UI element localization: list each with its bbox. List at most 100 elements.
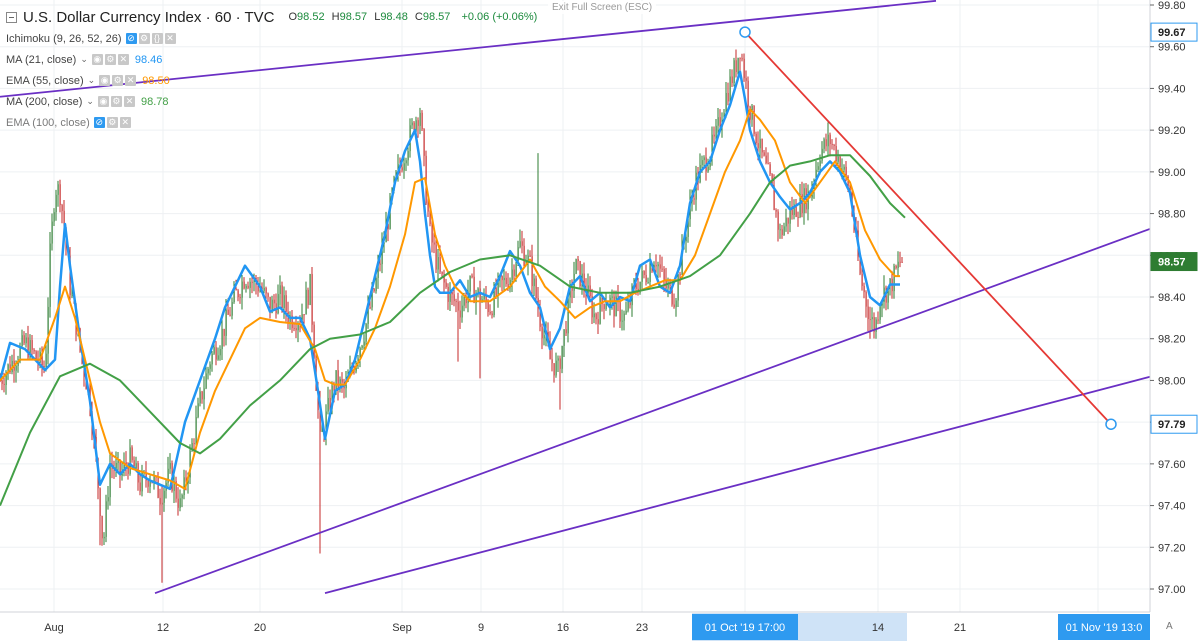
candle-body: [223, 328, 225, 336]
candle-body: [281, 285, 283, 308]
candle-body: [757, 143, 759, 149]
candle-body: [623, 313, 625, 321]
indicator-ema55[interactable]: EMA (55, close) ⌄ ◉ ⚙ ✕ 98.50: [6, 70, 541, 91]
remove-icon[interactable]: ✕: [123, 96, 135, 107]
candle-body: [611, 296, 613, 298]
candle-body: [759, 138, 761, 149]
candle-body: [173, 481, 175, 491]
candle-body: [269, 296, 271, 313]
candle-body: [305, 289, 307, 315]
candle-body: [847, 176, 849, 189]
candle-body: [549, 343, 551, 360]
crosshair-date-label: 01 Oct '19 17:00: [705, 622, 785, 634]
candle-body: [817, 166, 819, 170]
candle-body: [217, 355, 219, 360]
candle-body: [839, 156, 841, 171]
candle-body: [395, 171, 397, 178]
candle-body: [227, 309, 229, 315]
price-label: 98.57: [1158, 257, 1186, 269]
hide-icon[interactable]: ⊘: [125, 33, 137, 44]
candle-body: [765, 155, 767, 164]
candle-body: [887, 286, 889, 303]
candle-body: [597, 319, 599, 324]
settings-icon[interactable]: ⚙: [106, 117, 118, 128]
candle-body: [235, 288, 237, 291]
candle-body: [797, 216, 799, 218]
settings-icon[interactable]: ⚙: [104, 54, 116, 65]
candle-body: [405, 160, 407, 164]
price-label: 99.67: [1158, 27, 1186, 39]
candle-body: [193, 443, 195, 445]
indicator-lines: [0, 70, 906, 506]
candle-body: [199, 391, 201, 404]
candle-body: [231, 302, 233, 316]
candle-body: [791, 208, 793, 216]
candle-body: [317, 390, 319, 411]
candle-body: [27, 337, 29, 358]
candle-body: [239, 297, 241, 299]
candle-body: [5, 373, 7, 385]
candle-body: [447, 286, 449, 302]
settings-icon[interactable]: ⚙: [112, 75, 124, 86]
candle-body: [149, 480, 151, 487]
candle-body: [901, 261, 903, 263]
collapse-legend-button[interactable]: [6, 11, 17, 23]
candle-body: [777, 211, 779, 230]
candle-body: [157, 476, 159, 498]
candle-body: [627, 301, 629, 311]
candle-body: [277, 294, 279, 314]
candle-body: [761, 138, 763, 153]
source-code-icon[interactable]: {}: [151, 33, 163, 44]
hide-icon[interactable]: ◉: [97, 96, 109, 107]
candle-body: [675, 300, 677, 308]
chevron-down-icon[interactable]: ⌄: [86, 96, 94, 106]
symbol-title[interactable]: U.S. Dollar Currency Index · 60 · TVC: [23, 8, 275, 26]
candle-body: [247, 285, 249, 288]
candle-body: [875, 319, 877, 332]
indicator-ma21[interactable]: MA (21, close) ⌄ ◉ ⚙ ✕ 98.46: [6, 49, 541, 70]
candle-body: [579, 261, 581, 287]
candle-body: [49, 243, 51, 307]
axis-settings-icon[interactable]: A: [1166, 621, 1173, 632]
high-value: 98.57: [339, 11, 368, 23]
candle-body: [493, 287, 495, 316]
candle-body: [7, 364, 9, 374]
indicator-value: 98.50: [142, 74, 170, 87]
indicator-ma200[interactable]: MA (200, close) ⌄ ◉ ⚙ ✕ 98.78: [6, 91, 541, 112]
hide-icon[interactable]: ◉: [91, 54, 103, 65]
candle-body: [727, 92, 729, 102]
candle-body: [701, 160, 703, 165]
settings-icon[interactable]: ⚙: [138, 33, 150, 44]
exit-fullscreen-hint[interactable]: Exit Full Screen (ESC): [548, 1, 657, 14]
candle-body: [789, 208, 791, 224]
hide-icon[interactable]: ◉: [99, 75, 111, 86]
candle-body: [541, 326, 543, 339]
settings-icon[interactable]: ⚙: [110, 96, 122, 107]
chevron-down-icon[interactable]: ⌄: [87, 75, 96, 85]
candle-body: [237, 290, 239, 298]
candle-body: [139, 482, 141, 492]
hide-icon[interactable]: ⊘: [93, 117, 105, 128]
price-axis: 97.0097.2097.4097.6097.8098.0098.2098.40…: [1149, 0, 1198, 642]
candle-body: [57, 184, 59, 195]
indicator-ichimoku[interactable]: Ichimoku (9, 26, 52, 26) ⊘ ⚙ {} ✕: [6, 28, 541, 49]
candle-body: [25, 337, 27, 344]
remove-icon[interactable]: ✕: [117, 54, 129, 65]
candle-body: [263, 287, 265, 291]
remove-icon[interactable]: ✕: [119, 117, 131, 128]
candle-body: [407, 151, 409, 161]
remove-icon[interactable]: ✕: [125, 75, 137, 86]
candle-body: [423, 129, 425, 156]
y-tick-label: 98.00: [1158, 375, 1186, 387]
candle-body: [687, 219, 689, 237]
candle-body: [801, 194, 803, 214]
candle-body: [731, 76, 733, 83]
candle-body: [779, 229, 781, 231]
remove-icon[interactable]: ✕: [164, 33, 176, 44]
chevron-down-icon[interactable]: ⌄: [80, 54, 88, 64]
candle-body: [9, 364, 11, 373]
price-axis-background: [1150, 0, 1198, 642]
indicator-ema100[interactable]: EMA (100, close) ⊘ ⚙ ✕: [6, 112, 541, 133]
candle-body: [273, 299, 275, 304]
